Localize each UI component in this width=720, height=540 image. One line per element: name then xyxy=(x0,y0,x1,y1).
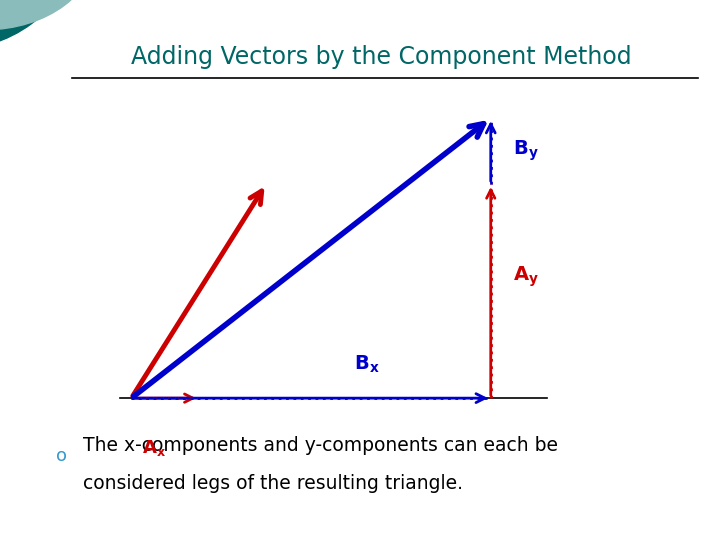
Text: o: o xyxy=(55,447,67,465)
Text: considered legs of the resulting triangle.: considered legs of the resulting triangl… xyxy=(83,474,463,493)
Circle shape xyxy=(0,0,97,30)
Text: The x-components and y-components can each be: The x-components and y-components can ea… xyxy=(83,436,558,455)
Text: Adding Vectors by the Component Method: Adding Vectors by the Component Method xyxy=(131,45,632,69)
Text: $\mathbf{B}_\mathbf{x}$: $\mathbf{B}_\mathbf{x}$ xyxy=(354,354,380,375)
Text: $\mathbf{A}_\mathbf{x}$: $\mathbf{A}_\mathbf{x}$ xyxy=(142,437,166,458)
Text: $\mathbf{A}_\mathbf{y}$: $\mathbf{A}_\mathbf{y}$ xyxy=(513,264,539,288)
Circle shape xyxy=(0,0,68,51)
Text: $\mathbf{B}_\mathbf{y}$: $\mathbf{B}_\mathbf{y}$ xyxy=(513,139,539,163)
